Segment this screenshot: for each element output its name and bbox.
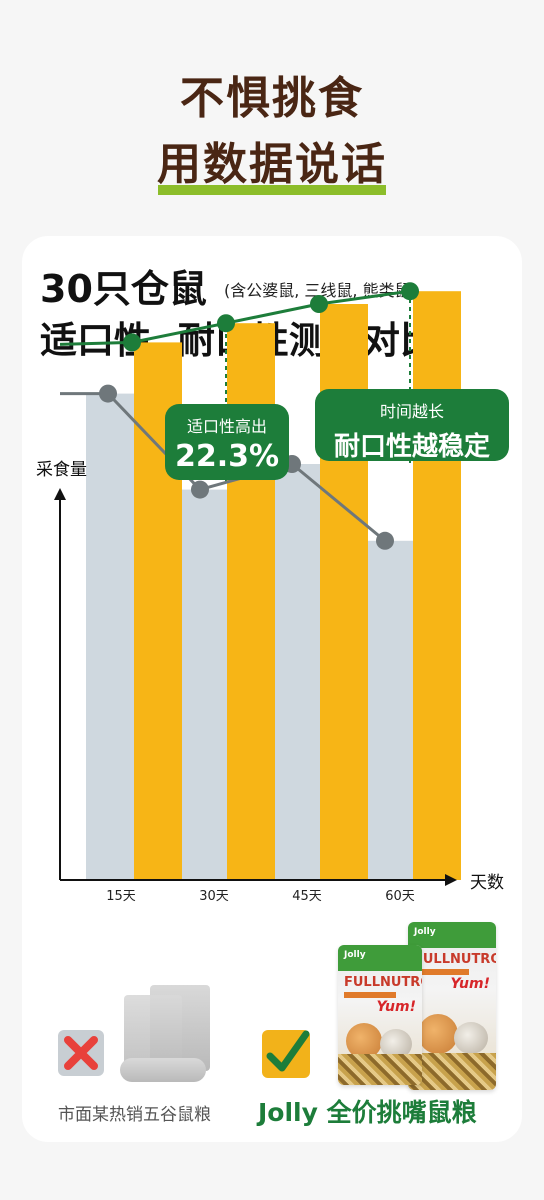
headline-line2: 用数据说话 — [157, 139, 387, 190]
bar-series1-2 — [179, 489, 227, 880]
card-title: 30只仓鼠 — [40, 267, 207, 311]
palatability-badge: 适口性高出 22.3% — [165, 404, 289, 480]
x-axis-arrow — [445, 874, 457, 886]
package-yum: Yum! — [450, 976, 490, 992]
headline-line1: 不惧挑食 — [180, 73, 364, 124]
x-tick-label-2: 30天 — [199, 889, 229, 904]
seed-image — [408, 1053, 496, 1090]
point-series2-1 — [123, 333, 141, 352]
competitor-grain-pile — [120, 1058, 206, 1082]
stability-badge-value: 耐口性越稳定 — [333, 432, 490, 462]
package-brand: FULLNUTRO — [414, 952, 496, 967]
package-top-band — [338, 945, 422, 971]
hamster-image-2 — [454, 1022, 488, 1054]
package-logo: Jolly — [344, 950, 366, 960]
point-series2-4 — [401, 282, 419, 301]
point-series1-4 — [376, 531, 394, 550]
jolly-package-front: Jolly FULLNUTRO Yum! — [338, 945, 422, 1085]
competitor-caption: 市面某热销五谷鼠粮 — [58, 1105, 211, 1125]
card-title-note: (含公婆鼠, 三线鼠, 熊类鼠) — [224, 281, 417, 300]
package-subtitle-strip — [344, 992, 397, 998]
palatability-badge-value: 22.3% — [174, 439, 280, 474]
bar-series1-4 — [365, 540, 413, 880]
hamster-image — [418, 1014, 458, 1054]
y-axis-label: 采食量 — [36, 460, 87, 480]
stability-badge: 时间越长 耐口性越稳定 — [315, 389, 509, 462]
x-tick-label-4: 60天 — [385, 889, 415, 904]
headline-underline — [158, 185, 386, 195]
stability-badge-caption: 时间越长 — [379, 402, 444, 421]
point-series2-2 — [217, 314, 235, 333]
y-axis-arrow — [54, 488, 66, 500]
check-icon — [262, 1030, 310, 1078]
cross-icon — [58, 1030, 104, 1076]
jolly-package-back: Jolly FULLNUTRO Yum! — [408, 922, 496, 1090]
package-subtitle-strip — [414, 969, 469, 975]
point-series2-3 — [310, 295, 328, 313]
jolly-caption: Jolly 全价挑嘴鼠粮 — [258, 1098, 477, 1127]
palatability-badge-caption: 适口性高出 — [186, 417, 267, 436]
x-tick-label-1: 15天 — [106, 889, 136, 904]
bar-series2-4 — [413, 291, 461, 880]
bar-series1-1 — [86, 393, 134, 880]
x-axis-label: 天数 — [470, 873, 504, 893]
hamster-image-2 — [380, 1029, 412, 1059]
seed-image — [338, 1054, 422, 1085]
point-series1-1 — [99, 384, 117, 403]
point-series1-2 — [191, 480, 209, 499]
hamster-image — [346, 1023, 382, 1059]
x-tick-label-3: 45天 — [292, 889, 322, 904]
bar-series1-3 — [272, 464, 320, 880]
package-logo: Jolly — [414, 927, 436, 937]
package-brand: FULLNUTRO — [344, 975, 422, 990]
package-yum: Yum! — [376, 999, 416, 1015]
package-top-band — [408, 922, 496, 948]
